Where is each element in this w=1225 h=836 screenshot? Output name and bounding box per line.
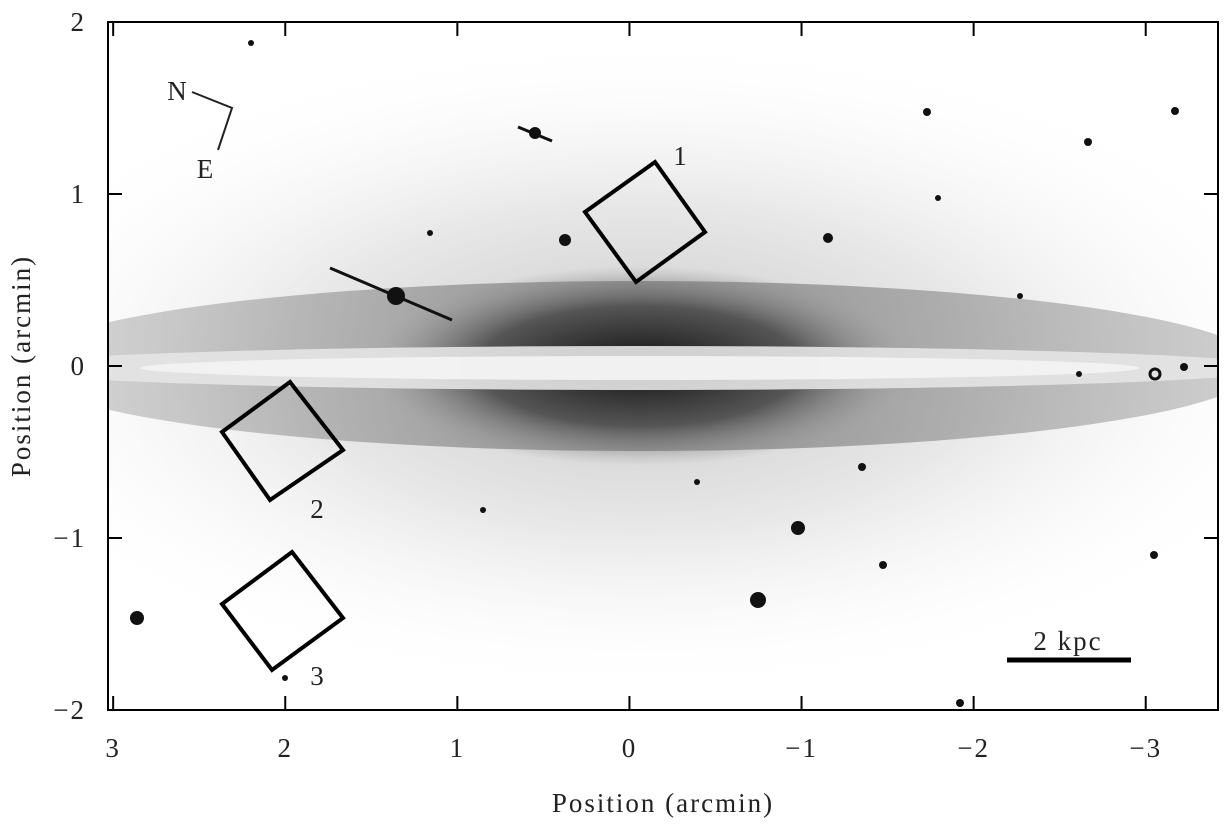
annotation: 3 xyxy=(310,661,326,691)
compass-label: N xyxy=(167,76,189,106)
annotation: 2 xyxy=(310,494,326,524)
regions xyxy=(219,159,708,673)
scale-bar-label: 2 kpc xyxy=(1033,626,1102,656)
compass xyxy=(191,91,234,151)
x-tick-label: −2 xyxy=(957,733,990,763)
galaxy-image xyxy=(108,22,1218,710)
y-tick-label: 2 xyxy=(71,7,87,37)
x-tick-label: 1 xyxy=(450,733,466,763)
x-tick-label: 0 xyxy=(622,733,638,763)
y-tick-label: 0 xyxy=(71,351,87,381)
y-tick-label: −2 xyxy=(53,695,86,725)
y-tick-label: 1 xyxy=(71,179,87,209)
y-tick-label: −1 xyxy=(53,523,86,553)
annotation: 1 xyxy=(673,141,689,171)
x-axis-label: Position (arcmin) xyxy=(552,788,774,818)
x-tick-label: 3 xyxy=(105,733,121,763)
x-tick-label: −3 xyxy=(1129,733,1162,763)
compass-label: E xyxy=(197,154,216,184)
y-axis-label: Position (arcmin) xyxy=(6,255,36,477)
x-tick-label: −1 xyxy=(785,733,818,763)
x-tick-label: 2 xyxy=(278,733,294,763)
